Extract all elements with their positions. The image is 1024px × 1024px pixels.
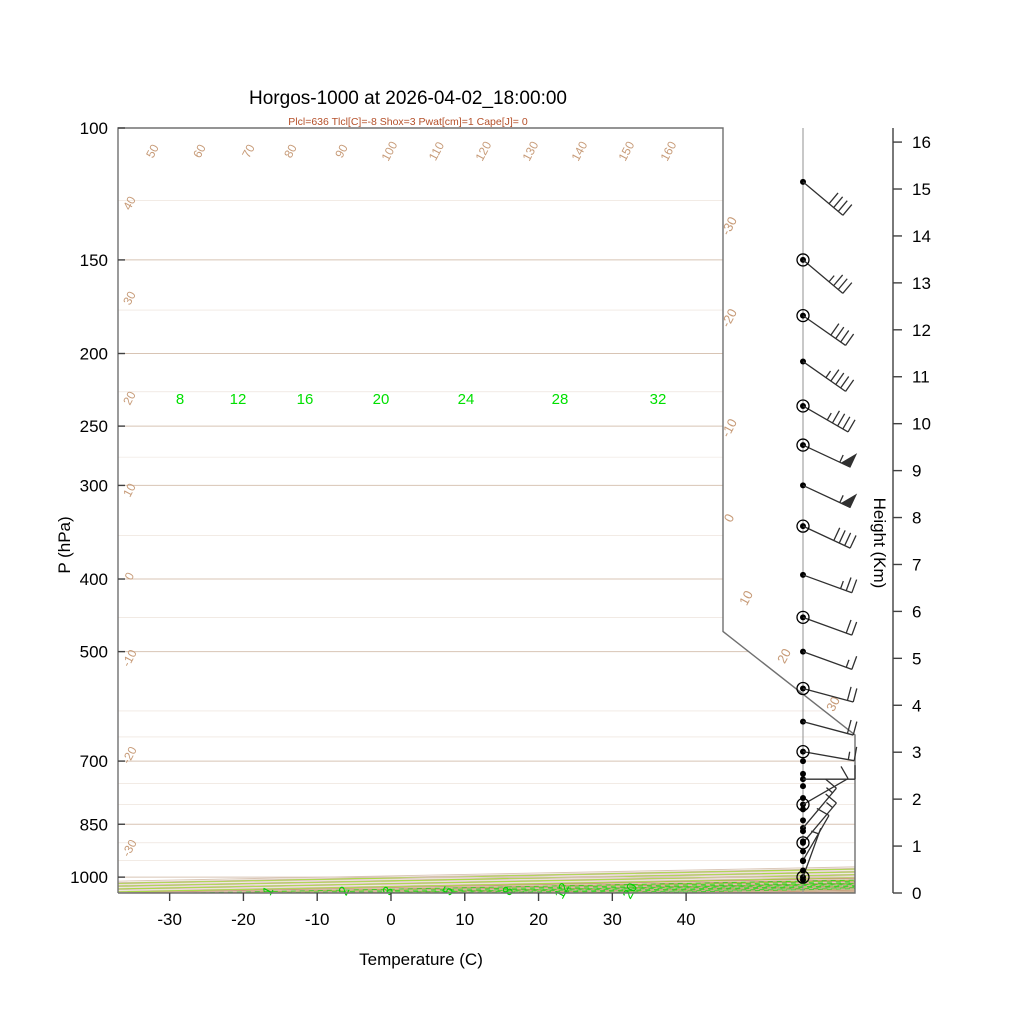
- dry-adiabat-label-left: 20: [120, 389, 139, 408]
- wind-level-marker: [796, 253, 810, 267]
- height-tick-label: 5: [912, 649, 921, 668]
- mixing-ratio-label-upper: 16: [297, 391, 314, 408]
- mixing-ratio-label-lower: 12: [551, 880, 573, 901]
- height-tick-label: 12: [912, 321, 931, 340]
- mixing-ratio-label-upper: 28: [552, 391, 569, 408]
- dry-adiabat-label-top: 60: [190, 142, 209, 161]
- isotherm-label-diagonal: 20: [774, 646, 794, 666]
- wind-barb: [800, 746, 858, 762]
- wind-level-marker: [796, 610, 810, 624]
- height-tick-label: 3: [912, 743, 921, 762]
- wind-level-marker: [796, 308, 810, 323]
- height-tick-label: 10: [912, 415, 931, 434]
- pressure-tick-label: 850: [80, 815, 108, 834]
- wind-level-marker: [796, 681, 810, 696]
- height-tick-label: 4: [912, 696, 921, 715]
- temperature-tick-label: -10: [305, 910, 330, 929]
- isotherm-label-diagonal: 10: [736, 588, 756, 608]
- wind-barb: [800, 402, 856, 433]
- mixing-ratio-label-upper: 24: [458, 391, 475, 408]
- subtitle-indices: Plcl=636 Tlcl[C]=-8 Shox=3 Pwat[cm]=1 Ca…: [288, 116, 528, 128]
- pressure-axis-label: P (hPa): [55, 516, 74, 573]
- dry-adiabat-label-top: 50: [143, 142, 162, 161]
- height-tick-label: 14: [912, 227, 931, 246]
- height-tick-label: 2: [912, 790, 921, 809]
- temperature-tick-label: 40: [677, 910, 696, 929]
- temperature-tick-label: -20: [231, 910, 256, 929]
- height-tick-label: 11: [912, 368, 930, 387]
- pressure-tick-label: 300: [80, 476, 108, 495]
- temperature-tick-label: -30: [157, 910, 182, 929]
- wind-barb: [800, 482, 858, 509]
- mixing-ratio-label-upper: 8: [176, 391, 184, 408]
- dry-adiabat-label-left: 30: [120, 289, 139, 308]
- wind-barb: [800, 648, 858, 671]
- height-axis-label: Height (Km): [870, 498, 889, 589]
- page-title: Horgos-1000 at 2026-04-02_18:00:00: [249, 88, 567, 109]
- height-tick-label: 16: [912, 133, 931, 152]
- isobar-grid: [118, 128, 855, 878]
- mixing-ratio-label-lower: 20: [619, 880, 641, 901]
- wind-barb: [800, 256, 853, 294]
- height-tick-label: 8: [912, 509, 921, 528]
- wind-barb: [800, 571, 858, 594]
- wind-barb: [800, 685, 858, 703]
- dry-adiabat-label-left: 40: [120, 194, 139, 213]
- height-tick-label: 15: [912, 180, 931, 199]
- pressure-tick-label: 150: [80, 251, 108, 270]
- temperature-tick-label: 0: [386, 910, 395, 929]
- wind-barb: [800, 523, 857, 549]
- temperature-axis-ticks: -30 -20 -10 0 10 20 30 40: [157, 893, 696, 929]
- temperature-tick-label: 30: [603, 910, 622, 929]
- dry-adiabat-label-top: 80: [281, 142, 300, 161]
- wind-barb: [800, 312, 855, 346]
- mixing-ratio-label-upper: 12: [230, 391, 247, 408]
- pressure-tick-label: 250: [80, 417, 108, 436]
- height-tick-label: 13: [912, 274, 931, 293]
- wind-barb: [800, 614, 858, 636]
- dry-adiabat-label-top: 90: [332, 142, 351, 161]
- wind-barb: [800, 442, 858, 468]
- wind-barb: [800, 766, 849, 808]
- wind-level-marker: [796, 438, 810, 452]
- height-tick-label: 7: [912, 555, 921, 574]
- height-tick-label: 6: [912, 602, 921, 621]
- mixing-ratio-label-upper: 20: [373, 391, 390, 408]
- pressure-tick-label: 100: [80, 119, 108, 138]
- dry-adiabat-label-top: 70: [239, 142, 258, 161]
- height-tick-label: 1: [912, 837, 921, 856]
- wind-barb-profile: [796, 128, 858, 893]
- wind-level-marker: [796, 745, 810, 759]
- pressure-tick-label: 200: [80, 345, 108, 364]
- wind-barb: [800, 358, 855, 392]
- temperature-axis-label: Temperature (C): [359, 950, 483, 969]
- pressure-tick-label: 700: [80, 752, 108, 771]
- wind-barb: [800, 718, 858, 736]
- wind-level-marker: [796, 519, 810, 533]
- wind-barb: [800, 178, 853, 216]
- height-tick-label: 0: [912, 884, 921, 903]
- temperature-tick-label: 10: [455, 910, 474, 929]
- temperature-tick-label: 20: [529, 910, 548, 929]
- mixing-ratio-label-upper: 32: [650, 391, 667, 408]
- wind-level-marker: [796, 399, 810, 413]
- pressure-tick-label: 500: [80, 643, 108, 662]
- pressure-tick-label: 1000: [70, 868, 108, 887]
- pressure-axis-ticks: 100 150 200 250 300 400 500 700 850 1000: [70, 119, 125, 887]
- isotherm-label-diagonal: 30: [823, 694, 843, 714]
- pressure-tick-label: 400: [80, 570, 108, 589]
- height-tick-label: 9: [912, 462, 921, 481]
